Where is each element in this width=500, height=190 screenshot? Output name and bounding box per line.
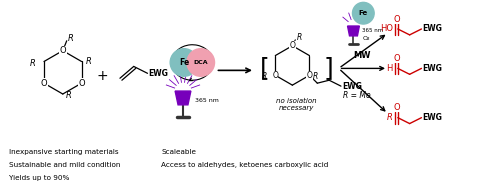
Text: Fe: Fe	[358, 10, 368, 16]
Text: MW: MW	[354, 51, 371, 60]
Text: +: +	[96, 69, 108, 83]
Text: EWG: EWG	[342, 82, 362, 91]
Polygon shape	[348, 26, 360, 36]
Circle shape	[352, 2, 374, 24]
Text: R: R	[296, 33, 302, 42]
Text: O: O	[290, 41, 296, 50]
Text: O: O	[393, 15, 400, 24]
Text: Access to aldehydes, ketoenes carboxylic acid: Access to aldehydes, ketoenes carboxylic…	[162, 162, 328, 168]
Text: R: R	[262, 72, 268, 81]
Text: O₂: O₂	[362, 36, 370, 41]
Text: R: R	[86, 57, 91, 66]
Text: Inexpansive starting materials: Inexpansive starting materials	[8, 149, 118, 155]
Text: DCA: DCA	[194, 60, 208, 65]
Text: Fe: Fe	[179, 58, 189, 67]
Text: EWG: EWG	[422, 64, 442, 73]
Text: O: O	[306, 71, 312, 80]
Text: 365 nm: 365 nm	[362, 28, 384, 33]
Text: R: R	[387, 113, 393, 122]
Text: [: [	[260, 56, 270, 80]
Text: O: O	[272, 71, 278, 80]
Text: no isolation
necessary: no isolation necessary	[276, 98, 316, 111]
Text: 365 nm: 365 nm	[195, 98, 218, 103]
Text: O: O	[60, 46, 66, 55]
Circle shape	[170, 49, 198, 76]
Text: Sustainable and mild condition: Sustainable and mild condition	[8, 162, 120, 168]
Text: O: O	[78, 79, 85, 88]
Polygon shape	[175, 91, 191, 105]
Text: ]: ]	[324, 56, 334, 80]
Text: EWG: EWG	[422, 113, 442, 122]
Text: R: R	[66, 92, 71, 101]
Text: R: R	[68, 34, 73, 43]
Text: EWG: EWG	[148, 69, 169, 78]
Text: H: H	[386, 64, 393, 73]
Text: R = Me: R = Me	[342, 90, 370, 100]
Text: Yields up to 90%: Yields up to 90%	[8, 175, 69, 181]
Circle shape	[187, 49, 214, 76]
Text: O: O	[40, 79, 48, 88]
Text: HO: HO	[380, 25, 393, 33]
Text: R: R	[312, 72, 318, 81]
Text: EWG: EWG	[422, 25, 442, 33]
Text: O: O	[393, 103, 400, 112]
Text: Scaleable: Scaleable	[162, 149, 196, 155]
Text: R: R	[30, 59, 36, 68]
Text: O: O	[393, 54, 400, 63]
